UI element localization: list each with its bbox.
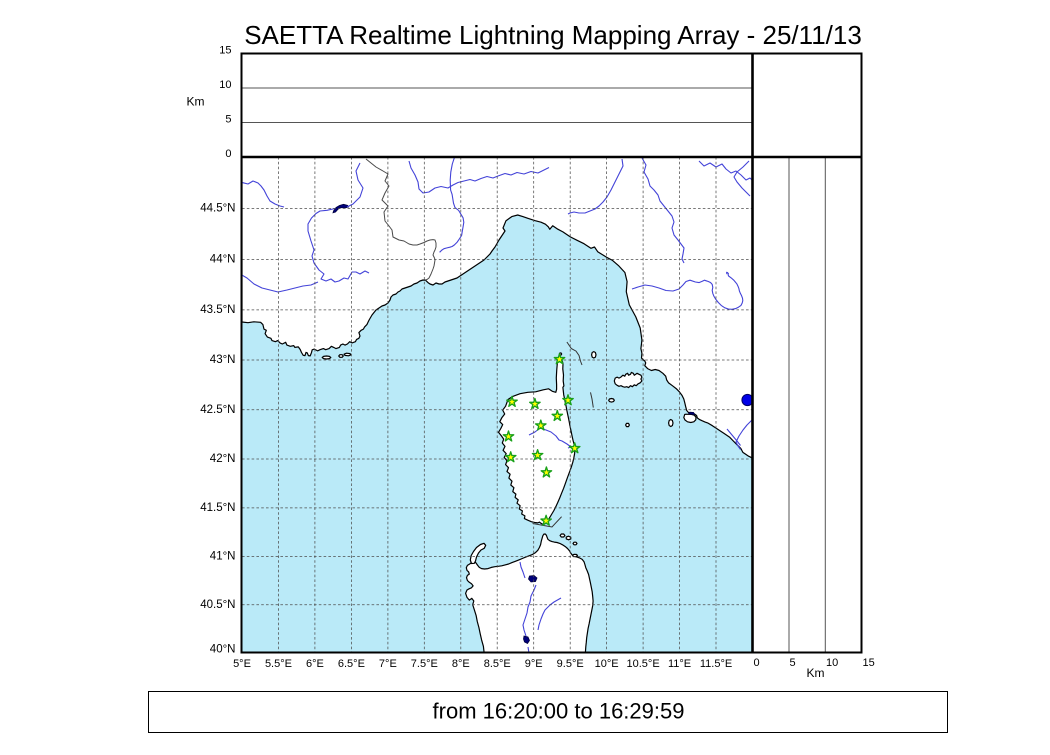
svg-text:0: 0: [225, 148, 231, 160]
svg-text:Km: Km: [187, 95, 205, 109]
svg-text:from 16:20:00 to 16:29:59: from 16:20:00 to 16:29:59: [433, 699, 685, 724]
svg-text:6.5°E: 6.5°E: [338, 658, 365, 670]
svg-text:41.5°N: 41.5°N: [200, 502, 235, 514]
svg-text:15: 15: [219, 45, 231, 57]
svg-text:11.5°E: 11.5°E: [700, 658, 732, 670]
svg-text:Km: Km: [807, 666, 825, 680]
svg-text:11°E: 11°E: [668, 658, 691, 670]
svg-text:5: 5: [225, 114, 231, 126]
svg-text:9.5°E: 9.5°E: [557, 658, 584, 670]
svg-text:10.5°E: 10.5°E: [627, 658, 660, 670]
svg-text:10°E: 10°E: [595, 658, 619, 670]
svg-text:42.5°N: 42.5°N: [200, 404, 235, 416]
svg-text:44.5°N: 44.5°N: [200, 203, 235, 215]
svg-text:8°E: 8°E: [452, 658, 470, 670]
svg-text:5°E: 5°E: [233, 658, 251, 670]
svg-text:43°N: 43°N: [210, 354, 236, 366]
svg-text:10: 10: [219, 79, 231, 91]
svg-text:40.5°N: 40.5°N: [200, 599, 235, 611]
svg-text:9°E: 9°E: [525, 658, 543, 670]
svg-text:41°N: 41°N: [210, 551, 236, 563]
svg-text:7°E: 7°E: [379, 658, 397, 670]
svg-text:44°N: 44°N: [210, 254, 236, 266]
svg-text:8.5°E: 8.5°E: [484, 658, 511, 670]
svg-text:43.5°N: 43.5°N: [200, 304, 235, 316]
svg-text:42°N: 42°N: [210, 453, 236, 465]
svg-text:10: 10: [826, 657, 838, 669]
svg-text:40°N: 40°N: [210, 644, 236, 656]
svg-text:7.5°E: 7.5°E: [411, 658, 438, 670]
svg-text:SAETTA Realtime Lightning Mapp: SAETTA Realtime Lightning Mapping Array …: [244, 20, 862, 50]
svg-text:0: 0: [754, 657, 760, 669]
svg-text:5: 5: [790, 657, 796, 669]
svg-text:5.5°E: 5.5°E: [265, 658, 292, 670]
svg-text:15: 15: [863, 657, 875, 669]
svg-text:6°E: 6°E: [306, 658, 324, 670]
